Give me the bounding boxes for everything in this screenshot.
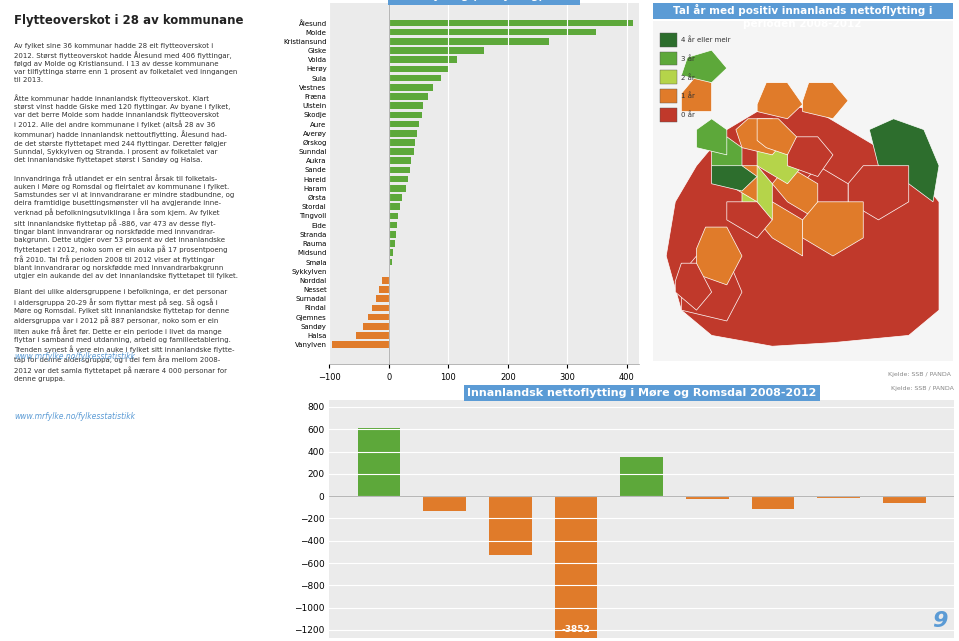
Polygon shape bbox=[681, 76, 712, 112]
Title: Nettoflytting (all flytting) 2012: Nettoflytting (all flytting) 2012 bbox=[392, 0, 576, 1]
Text: www.mrfylke.no/fylkesstatistikk: www.mrfylke.no/fylkesstatistikk bbox=[14, 352, 135, 361]
FancyBboxPatch shape bbox=[660, 71, 677, 84]
Text: 2 år: 2 år bbox=[681, 74, 695, 81]
FancyBboxPatch shape bbox=[660, 108, 677, 122]
Bar bbox=[389, 203, 400, 210]
Polygon shape bbox=[803, 202, 863, 256]
Bar bbox=[620, 457, 664, 496]
Bar bbox=[389, 75, 441, 81]
Text: 0 år: 0 år bbox=[681, 112, 695, 118]
Polygon shape bbox=[742, 166, 772, 220]
Bar bbox=[363, 323, 389, 329]
Bar bbox=[389, 258, 392, 265]
Polygon shape bbox=[757, 119, 797, 155]
Bar bbox=[817, 496, 860, 499]
Text: Kjelde: SSB / PANDA: Kjelde: SSB / PANDA bbox=[891, 386, 954, 391]
Bar bbox=[389, 103, 423, 109]
Bar bbox=[883, 496, 925, 503]
Bar bbox=[389, 222, 397, 228]
Polygon shape bbox=[681, 256, 742, 321]
Polygon shape bbox=[869, 119, 939, 202]
Bar bbox=[389, 194, 402, 201]
Bar bbox=[382, 277, 389, 283]
Bar bbox=[368, 313, 389, 320]
FancyBboxPatch shape bbox=[660, 89, 677, 103]
Bar bbox=[358, 428, 401, 496]
Bar bbox=[389, 84, 433, 90]
Bar bbox=[424, 496, 466, 511]
Text: Kjelde: SSB / PANDA: Kjelde: SSB / PANDA bbox=[888, 372, 951, 376]
Bar bbox=[356, 332, 389, 338]
Bar bbox=[389, 56, 457, 63]
Text: 1 år: 1 år bbox=[681, 93, 695, 99]
Bar bbox=[389, 158, 411, 164]
Bar bbox=[372, 304, 389, 311]
Text: Tal år med positiv innanlands nettoflytting i
perioden 2008-2012: Tal år med positiv innanlands nettoflytt… bbox=[673, 4, 932, 29]
Bar bbox=[752, 496, 794, 509]
Bar bbox=[389, 139, 415, 146]
Bar bbox=[686, 496, 729, 499]
Polygon shape bbox=[681, 50, 727, 83]
Bar bbox=[376, 296, 389, 302]
Polygon shape bbox=[727, 166, 757, 202]
Bar bbox=[389, 130, 417, 137]
Bar bbox=[389, 20, 633, 26]
Bar bbox=[333, 341, 389, 348]
Bar bbox=[389, 176, 408, 183]
Polygon shape bbox=[675, 263, 712, 310]
Text: 3 år: 3 år bbox=[681, 55, 695, 62]
Title: Innanlandsk nettoflytting i Møre og Romsdal 2008-2012: Innanlandsk nettoflytting i Møre og Roms… bbox=[467, 388, 816, 398]
Bar bbox=[389, 47, 484, 54]
Polygon shape bbox=[803, 166, 848, 220]
Polygon shape bbox=[757, 202, 803, 256]
Bar bbox=[389, 185, 406, 192]
Bar bbox=[389, 213, 398, 219]
Polygon shape bbox=[848, 166, 909, 220]
Text: -3852: -3852 bbox=[562, 626, 591, 635]
Bar bbox=[389, 112, 422, 118]
Bar bbox=[555, 496, 597, 638]
Text: 4 år eller meir: 4 år eller meir bbox=[681, 37, 731, 43]
Polygon shape bbox=[667, 104, 939, 346]
Bar bbox=[389, 268, 390, 274]
Bar bbox=[389, 148, 414, 155]
Text: Av fylket sine 36 kommunar hadde 28 eit flytteoverskot i
2012. Størst flytteover: Av fylket sine 36 kommunar hadde 28 eit … bbox=[14, 43, 238, 381]
FancyBboxPatch shape bbox=[660, 51, 677, 65]
Bar bbox=[389, 38, 550, 45]
Bar bbox=[389, 249, 393, 256]
Bar bbox=[389, 240, 395, 247]
FancyBboxPatch shape bbox=[652, 21, 952, 361]
Bar bbox=[389, 65, 449, 72]
Polygon shape bbox=[712, 166, 757, 191]
FancyBboxPatch shape bbox=[652, 0, 952, 19]
Bar bbox=[389, 93, 428, 100]
FancyBboxPatch shape bbox=[660, 33, 677, 47]
Bar bbox=[389, 121, 419, 128]
Polygon shape bbox=[757, 83, 803, 119]
Text: 9: 9 bbox=[932, 612, 947, 631]
Bar bbox=[389, 29, 596, 35]
Bar bbox=[389, 231, 396, 238]
Polygon shape bbox=[787, 137, 833, 176]
Text: www.mrfylke.no/fylkesstatistikk: www.mrfylke.no/fylkesstatistikk bbox=[14, 412, 135, 421]
Bar bbox=[389, 167, 409, 173]
Polygon shape bbox=[696, 119, 727, 155]
Polygon shape bbox=[712, 137, 742, 176]
Polygon shape bbox=[696, 227, 742, 285]
Polygon shape bbox=[757, 147, 803, 184]
Bar bbox=[379, 286, 389, 293]
Polygon shape bbox=[803, 83, 848, 119]
Polygon shape bbox=[772, 166, 818, 220]
Polygon shape bbox=[736, 119, 787, 155]
Text: Flytteoverskot i 28 av kommunane: Flytteoverskot i 28 av kommunane bbox=[14, 14, 244, 27]
Polygon shape bbox=[727, 202, 772, 238]
Bar bbox=[489, 496, 532, 555]
